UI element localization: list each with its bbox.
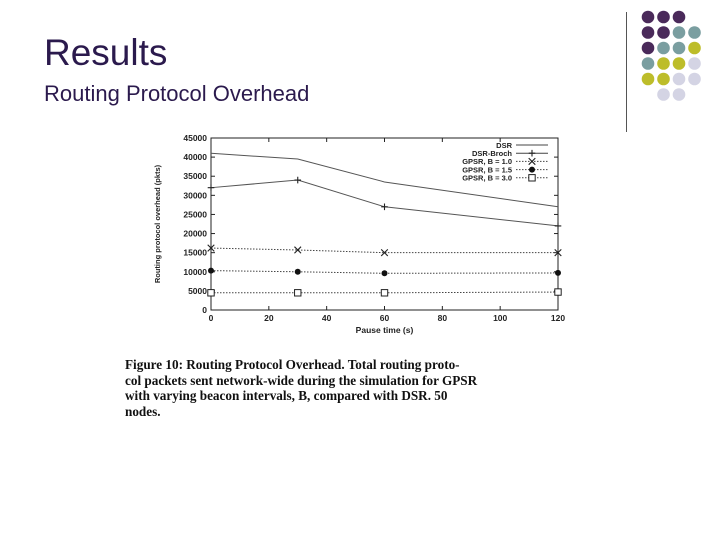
data-point bbox=[207, 184, 215, 191]
y-tick-label: 35000 bbox=[183, 171, 207, 181]
y-axis-label: Routing protocol overhead (pkts) bbox=[153, 164, 162, 283]
x-tick-label: 100 bbox=[493, 313, 507, 323]
data-point bbox=[294, 176, 302, 184]
data-point bbox=[208, 267, 214, 274]
decor-dot bbox=[657, 57, 670, 70]
caption-line: with varying beacon intervals, B, compar… bbox=[125, 388, 448, 403]
series-4 bbox=[207, 288, 562, 297]
data-point bbox=[294, 246, 302, 254]
series-2 bbox=[207, 244, 562, 257]
decor-dot bbox=[657, 41, 670, 55]
y-tick-label: 30000 bbox=[183, 190, 207, 200]
data-point bbox=[554, 288, 562, 296]
caption-line: col packets sent network-wide during the… bbox=[125, 372, 478, 388]
decor-dot bbox=[657, 88, 670, 101]
legend-label: DSR bbox=[496, 141, 512, 150]
y-tick-label: 0 bbox=[202, 305, 207, 315]
caption-line: nodes. bbox=[125, 403, 161, 419]
series-line bbox=[211, 291, 559, 294]
data-point bbox=[381, 270, 388, 277]
decor-dot bbox=[672, 41, 686, 55]
legend-marker bbox=[529, 166, 535, 173]
series-line bbox=[210, 179, 559, 227]
data-point bbox=[380, 289, 389, 297]
data-point bbox=[381, 203, 388, 211]
routing-overhead-chart: 0 5000 10000 15000 20000 25000 30000 35000 40000… bbox=[153, 133, 565, 335]
y-tick-label: 45000 bbox=[183, 133, 207, 143]
series-line bbox=[210, 270, 559, 274]
series-0 bbox=[210, 152, 559, 208]
decor-dot bbox=[641, 10, 655, 24]
y-tick-label: 20000 bbox=[183, 229, 207, 239]
figure-caption: Figure 10: Routing Protocol Overhead. To… bbox=[125, 357, 595, 419]
series-line bbox=[210, 152, 559, 208]
decor-dot bbox=[672, 57, 686, 70]
decor-dot bbox=[672, 10, 686, 24]
data-point bbox=[554, 248, 562, 257]
legend-marker bbox=[528, 174, 536, 182]
series-line bbox=[210, 247, 558, 254]
legend-label: DSR-Broch bbox=[472, 149, 512, 158]
decor-dot bbox=[688, 26, 701, 39]
decor-dot bbox=[641, 72, 655, 86]
data-point bbox=[294, 268, 301, 275]
y-tick-label: 15000 bbox=[183, 248, 207, 258]
series-1 bbox=[207, 176, 562, 230]
decorative-dot-grid bbox=[641, 10, 701, 101]
caption-line: Figure 10: Routing Protocol Overhead. To… bbox=[125, 357, 460, 372]
y-tick-label: 5000 bbox=[188, 286, 207, 296]
decor-dot bbox=[688, 57, 701, 70]
data-point bbox=[380, 248, 389, 257]
legend-marker bbox=[528, 157, 536, 166]
legend-label: GPSR, B = 3.0 bbox=[462, 174, 512, 183]
slide-subtitle: Routing Protocol Overhead bbox=[44, 81, 310, 106]
decor-dot bbox=[657, 10, 670, 24]
series-3 bbox=[208, 267, 561, 277]
data-point bbox=[207, 244, 215, 252]
legend-label: GPSR, B = 1.0 bbox=[462, 157, 512, 166]
data-point bbox=[207, 289, 215, 297]
slide-title: Results bbox=[44, 32, 168, 73]
x-tick-label: 80 bbox=[438, 313, 448, 323]
y-tick-label: 10000 bbox=[183, 267, 207, 277]
decor-dot bbox=[688, 72, 701, 86]
decor-dot bbox=[641, 41, 655, 55]
legend-marker bbox=[528, 149, 536, 157]
data-point bbox=[294, 289, 302, 297]
decor-dot bbox=[657, 72, 670, 86]
decor-dot bbox=[657, 26, 670, 39]
data-point bbox=[555, 269, 561, 276]
x-tick-label: 120 bbox=[551, 313, 565, 323]
decor-dot bbox=[641, 26, 655, 39]
x-axis-label: Pause time (s) bbox=[356, 325, 414, 335]
decor-dot bbox=[641, 57, 655, 70]
y-tick-label: 40000 bbox=[183, 152, 207, 162]
x-tick-label: 0 bbox=[209, 313, 214, 323]
decor-dot bbox=[688, 41, 701, 55]
legend-label: GPSR, B = 1.5 bbox=[462, 165, 512, 174]
x-tick-label: 60 bbox=[380, 313, 390, 323]
x-tick-label: 20 bbox=[264, 313, 274, 323]
x-tick-label: 40 bbox=[322, 313, 332, 323]
y-tick-label: 25000 bbox=[183, 209, 207, 219]
data-point bbox=[554, 222, 562, 230]
divider-line bbox=[626, 12, 627, 132]
decor-dot bbox=[672, 72, 686, 86]
decor-dot bbox=[672, 26, 686, 39]
decor-dot bbox=[672, 88, 686, 101]
